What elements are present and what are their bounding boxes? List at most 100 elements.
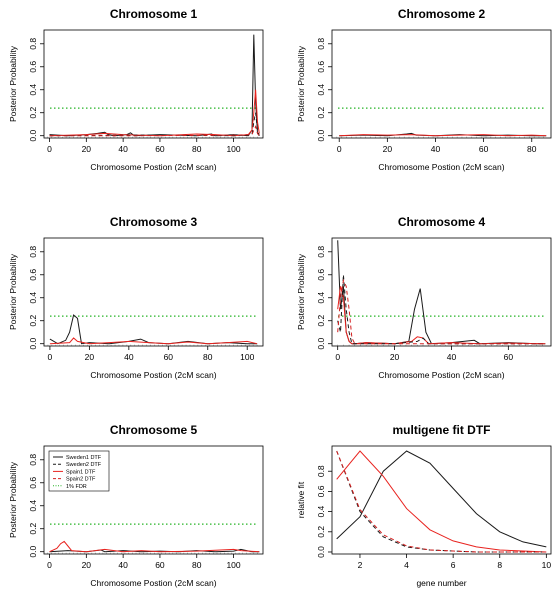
x-tick-label: 60 bbox=[504, 352, 514, 362]
x-axis-label: Chromosome Postion (2cM scan) bbox=[378, 162, 504, 172]
series-line-sweden1 bbox=[49, 314, 258, 345]
x-tick-label: 40 bbox=[431, 144, 441, 154]
plot-frame bbox=[43, 237, 264, 347]
plot-frame bbox=[43, 29, 264, 139]
x-axis-label: Chromosome Postion (2cM scan) bbox=[90, 162, 216, 172]
x-tick-label: 0 bbox=[47, 144, 52, 154]
legend-label: Spain1 DTF bbox=[66, 469, 96, 475]
y-tick-label: 0.0 bbox=[28, 338, 38, 350]
y-tick-label: 0.2 bbox=[28, 107, 38, 119]
x-axis-label: Chromosome Postion (2cM scan) bbox=[378, 370, 504, 380]
y-axis-label: Posterior Probability bbox=[8, 461, 18, 538]
y-tick-label: 0.2 bbox=[28, 523, 38, 535]
series-line-spain1 bbox=[337, 286, 546, 345]
y-tick-label: 0.4 bbox=[316, 292, 326, 304]
panel-title: Chromosome 2 bbox=[398, 7, 486, 21]
chromosome-5-panel: Chromosome 5 0 20 40 60 80 100 0.0 0.2 0.4 0.6 0.8 C… bbox=[8, 423, 264, 588]
y-tick-label: 0.8 bbox=[28, 454, 38, 466]
plot-area bbox=[332, 107, 547, 138]
y-tick-label: 0.2 bbox=[316, 107, 326, 119]
series-line-spain2 bbox=[49, 125, 260, 137]
x-tick-label: 40 bbox=[118, 560, 128, 570]
x-tick-label: 100 bbox=[226, 560, 240, 570]
multigene-fit-panel: multigene fit DTF 2 4 6 8 10 0.0 0.2 0.4 0.6 0.8 ge… bbox=[296, 423, 552, 588]
y-tick-label: 0.8 bbox=[316, 38, 326, 50]
series-line-spain1 bbox=[49, 89, 260, 137]
y-tick-label: 0.4 bbox=[28, 292, 38, 304]
y-tick-label: 0.4 bbox=[28, 500, 38, 512]
plot-frame bbox=[43, 445, 264, 555]
panel-title: multigene fit DTF bbox=[393, 423, 491, 437]
y-tick-label: 0.8 bbox=[28, 246, 38, 258]
legend-label: Spain2 DTF bbox=[66, 477, 96, 483]
series-line-sweden2 bbox=[49, 112, 260, 137]
x-tick-label: 10 bbox=[542, 560, 552, 570]
x-tick-label: 0 bbox=[337, 144, 342, 154]
y-tick-label: 0.6 bbox=[316, 485, 326, 497]
x-tick-label: 0 bbox=[48, 352, 53, 362]
y-tick-label: 0.4 bbox=[316, 505, 326, 517]
y-tick-label: 0.0 bbox=[316, 546, 326, 558]
x-tick-label: 40 bbox=[447, 352, 457, 362]
x-axis-label: Chromosome Postion (2cM scan) bbox=[90, 370, 216, 380]
panel-title: Chromosome 5 bbox=[110, 423, 198, 437]
x-tick-label: 6 bbox=[451, 560, 456, 570]
series-line-spain1 bbox=[49, 540, 260, 553]
legend-label: 1% FDR bbox=[66, 484, 87, 490]
y-tick-label: 0.6 bbox=[316, 269, 326, 281]
chromosome-3-panel: Chromosome 3 0 20 40 60 80 100 0.0 0.2 0.4 0.6 0.8 C… bbox=[8, 215, 264, 380]
x-tick-label: 100 bbox=[240, 352, 254, 362]
y-tick-label: 0.4 bbox=[316, 84, 326, 96]
legend-label: Sweden1 DTF bbox=[66, 455, 102, 461]
x-tick-label: 0 bbox=[47, 560, 52, 570]
x-tick-label: 80 bbox=[203, 352, 213, 362]
x-tick-label: 2 bbox=[358, 560, 363, 570]
x-tick-label: 60 bbox=[155, 560, 165, 570]
y-tick-label: 0.6 bbox=[28, 61, 38, 73]
y-tick-label: 0.8 bbox=[316, 465, 326, 477]
x-tick-label: 60 bbox=[164, 352, 174, 362]
x-tick-label: 40 bbox=[118, 144, 128, 154]
series-line-sweden1 bbox=[49, 34, 260, 137]
series-line-sweden2 bbox=[337, 274, 546, 345]
x-tick-label: 20 bbox=[383, 144, 393, 154]
x-tick-label: 20 bbox=[82, 560, 92, 570]
y-tick-label: 0.8 bbox=[316, 246, 326, 258]
y-axis-label: Posterior Probability bbox=[296, 45, 306, 122]
plot-frame bbox=[331, 29, 552, 139]
plot-area bbox=[44, 314, 258, 346]
plot-area bbox=[332, 240, 546, 346]
x-tick-label: 80 bbox=[527, 144, 537, 154]
series-line-spain1 bbox=[339, 134, 547, 137]
chromosome-1-panel: Chromosome 1 0 20 40 60 80 100 0.0 0.2 0.4 0.6 0.8 C… bbox=[8, 7, 264, 172]
y-tick-label: 0.4 bbox=[28, 84, 38, 96]
chromosome-2-panel: Chromosome 2 0 20 40 60 80 0.0 0.2 0.4 0.6 0.8 Chro… bbox=[296, 7, 552, 172]
y-tick-label: 0.0 bbox=[28, 546, 38, 558]
chromosome-4-panel: Chromosome 4 0 20 40 60 0.0 0.2 0.4 0.6 0.8 Chromo… bbox=[296, 215, 552, 380]
x-tick-label: 4 bbox=[404, 560, 409, 570]
plot-area bbox=[44, 523, 260, 554]
legend-label: Sweden2 DTF bbox=[66, 462, 102, 468]
y-tick-label: 0.0 bbox=[316, 130, 326, 142]
x-tick-label: 100 bbox=[226, 144, 240, 154]
x-tick-label: 40 bbox=[124, 352, 134, 362]
y-tick-label: 0.0 bbox=[316, 338, 326, 350]
y-axis-label: Posterior Probability bbox=[8, 253, 18, 330]
series-line-spain1 bbox=[336, 450, 547, 553]
x-tick-label: 20 bbox=[390, 352, 400, 362]
panel-title: Chromosome 1 bbox=[110, 7, 198, 21]
y-axis-label: Posterior Probability bbox=[296, 253, 306, 330]
series-line-spain1 bbox=[49, 337, 258, 345]
x-tick-label: 8 bbox=[497, 560, 502, 570]
y-tick-label: 0.0 bbox=[28, 130, 38, 142]
y-tick-label: 0.2 bbox=[28, 315, 38, 327]
y-tick-label: 0.2 bbox=[316, 526, 326, 538]
plot-area bbox=[44, 34, 260, 138]
x-tick-label: 0 bbox=[335, 352, 340, 362]
x-tick-label: 20 bbox=[82, 144, 92, 154]
panel-title: Chromosome 4 bbox=[398, 215, 486, 229]
y-axis-label: relative fit bbox=[296, 481, 306, 518]
y-tick-label: 0.6 bbox=[28, 269, 38, 281]
